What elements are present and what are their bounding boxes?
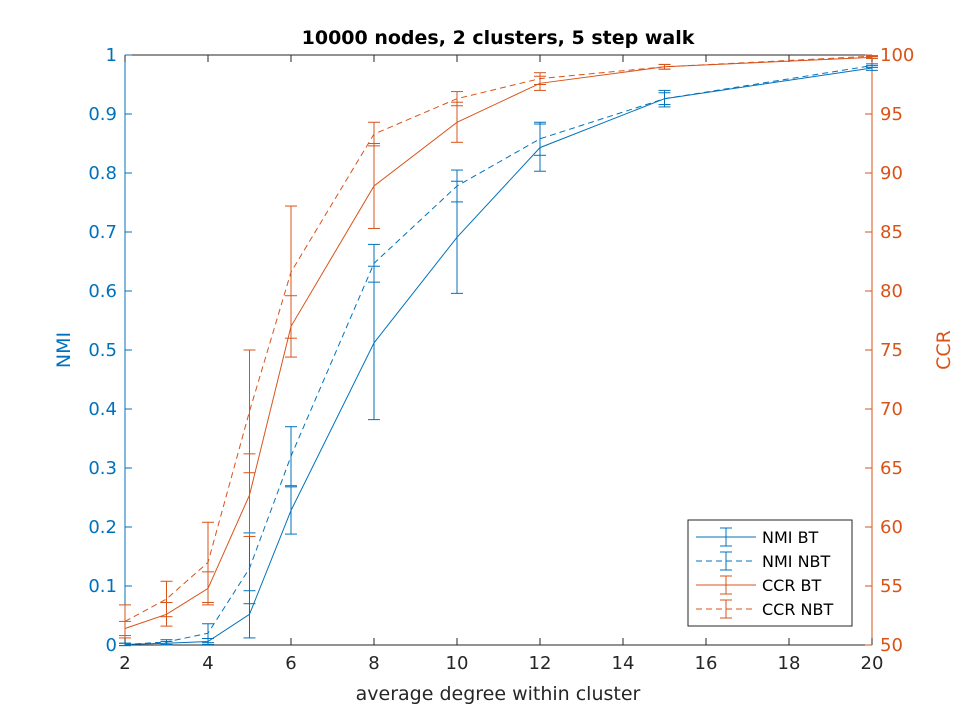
x-tick-label: 6 xyxy=(285,653,296,674)
series-ccr-nbt xyxy=(119,55,878,639)
legend-label: CCR NBT xyxy=(762,600,833,619)
series-line-ccr-nbt xyxy=(124,55,873,622)
y-left-tick-label: 0.8 xyxy=(88,163,117,184)
plot-series xyxy=(119,55,878,647)
x-axis-label: average degree within cluster xyxy=(356,683,641,705)
axes: 2 4 6 8 10 12 14 16 18 20 0 0.1 0.2 0.3 0.4 0.5 0.6 0.7 0.… xyxy=(88,45,914,674)
y-right-tick-label: 60 xyxy=(880,517,903,538)
y-left-tick-label: 0.3 xyxy=(88,458,117,479)
y-left-tick-label: 0.1 xyxy=(88,576,117,597)
x-tick-label: 4 xyxy=(202,653,213,674)
y-left-tick-label: 0.5 xyxy=(88,340,117,361)
x-tick-label: 16 xyxy=(695,653,718,674)
x-tick-label: 18 xyxy=(778,653,801,674)
y-left-tick-label: 1 xyxy=(106,45,117,66)
legend-label: NMI BT xyxy=(762,528,819,547)
x-tick-label: 8 xyxy=(368,653,379,674)
series-nmi-nbt xyxy=(119,63,878,647)
x-tick-label: 14 xyxy=(612,653,635,674)
legend-box xyxy=(687,519,853,627)
legend-item-nmi-nbt: NMI NBT xyxy=(696,551,831,571)
y-left-tick-label: 0.4 xyxy=(88,399,117,420)
series-line-nmi-bt xyxy=(124,67,873,645)
y-axis-left-label: NMI xyxy=(53,332,75,368)
legend-item-ccr-nbt: CCR NBT xyxy=(696,599,833,619)
x-tick-label: 10 xyxy=(446,653,469,674)
y-right-tick-label: 55 xyxy=(880,576,903,597)
chart-title: 10000 nodes, 2 clusters, 5 step walk xyxy=(302,27,695,49)
y-right-tick-label: 85 xyxy=(880,222,903,243)
y-left-tick-label: 0.7 xyxy=(88,222,117,243)
y-left-tick-label: 0.6 xyxy=(88,281,117,302)
legend-label: NMI NBT xyxy=(762,552,831,571)
y-right-tick-label: 65 xyxy=(880,458,903,479)
y-right-tick-label: 75 xyxy=(880,340,903,361)
y-left-tick-label: 0.9 xyxy=(88,104,117,125)
legend-item-nmi-bt: NMI BT xyxy=(696,527,819,547)
x-tick-label: 2 xyxy=(119,653,130,674)
legend-item-ccr-bt: CCR BT xyxy=(696,575,822,595)
legend-label: CCR BT xyxy=(762,576,822,595)
y-left-tick-label: 0.2 xyxy=(88,517,117,538)
y-left-tick-label: 0 xyxy=(106,635,117,656)
y-right-tick-label: 80 xyxy=(880,281,903,302)
x-tick-label: 12 xyxy=(529,653,552,674)
series-line-ccr-bt xyxy=(124,56,873,629)
y-right-tick-label: 90 xyxy=(880,163,903,184)
y-right-tick-label: 95 xyxy=(880,104,903,125)
x-tick-label: 20 xyxy=(861,653,884,674)
y-right-tick-label: 70 xyxy=(880,399,903,420)
legend: NMI BT NMI NBT CCR BT CCR NBT xyxy=(687,519,853,627)
series-line-nmi-nbt xyxy=(124,65,873,645)
y-right-tick-label: 100 xyxy=(880,45,914,66)
y-right-tick-label: 50 xyxy=(880,635,903,656)
y-axis-right-label: CCR xyxy=(933,330,955,370)
